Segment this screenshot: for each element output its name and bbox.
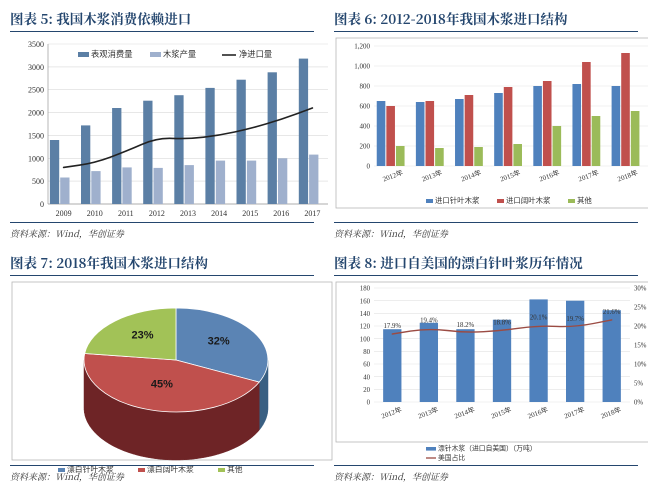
svg-text:1,000: 1,000: [354, 63, 370, 71]
svg-text:23%: 23%: [131, 329, 153, 341]
svg-text:2013年: 2013年: [417, 404, 440, 420]
svg-text:1,200: 1,200: [354, 43, 370, 51]
svg-text:2018年: 2018年: [616, 168, 639, 184]
svg-text:1000: 1000: [28, 154, 44, 163]
svg-text:20.1%: 20.1%: [530, 314, 548, 321]
svg-text:2016年: 2016年: [538, 168, 561, 184]
svg-text:净进口量: 净进口量: [239, 49, 272, 59]
svg-text:2018年: 2018年: [599, 404, 622, 420]
svg-text:32%: 32%: [208, 335, 230, 347]
svg-text:400: 400: [360, 123, 371, 131]
svg-text:19.7%: 19.7%: [566, 316, 584, 323]
svg-text:其他: 其他: [577, 196, 592, 205]
svg-text:200: 200: [360, 143, 371, 151]
svg-text:2012年: 2012年: [381, 168, 404, 184]
svg-text:140: 140: [360, 310, 371, 317]
svg-text:160: 160: [360, 298, 371, 305]
svg-text:500: 500: [32, 177, 44, 186]
svg-text:2012: 2012: [149, 209, 165, 218]
svg-text:0%: 0%: [634, 399, 643, 406]
svg-text:进口针叶木浆: 进口针叶木浆: [435, 196, 480, 205]
svg-text:2013: 2013: [180, 209, 196, 218]
svg-text:80: 80: [363, 348, 370, 355]
svg-text:2017年: 2017年: [577, 168, 600, 184]
svg-text:15%: 15%: [634, 342, 647, 349]
svg-text:180: 180: [360, 285, 371, 292]
svg-text:2014年: 2014年: [460, 168, 483, 184]
svg-text:5%: 5%: [634, 380, 643, 387]
svg-text:0: 0: [367, 163, 371, 171]
svg-text:10%: 10%: [634, 361, 647, 368]
svg-text:2014年: 2014年: [453, 404, 476, 420]
svg-text:2500: 2500: [28, 86, 44, 95]
svg-text:60: 60: [363, 361, 370, 368]
svg-text:2009: 2009: [56, 209, 72, 218]
svg-text:20%: 20%: [634, 323, 647, 330]
svg-text:1500: 1500: [28, 131, 44, 140]
svg-text:0: 0: [367, 399, 371, 406]
svg-text:45%: 45%: [151, 378, 173, 390]
svg-text:2000: 2000: [28, 109, 44, 118]
svg-text:40: 40: [363, 374, 370, 381]
svg-text:30%: 30%: [634, 285, 647, 292]
svg-text:2013年: 2013年: [420, 168, 443, 184]
svg-text:0: 0: [40, 200, 44, 209]
svg-text:3500: 3500: [28, 40, 44, 49]
svg-text:18.8%: 18.8%: [493, 319, 511, 326]
svg-text:800: 800: [360, 83, 371, 91]
svg-text:120: 120: [360, 323, 371, 330]
svg-text:21.6%: 21.6%: [603, 308, 621, 315]
svg-text:表观消费量: 表观消费量: [91, 49, 133, 59]
svg-text:2014: 2014: [211, 209, 227, 218]
svg-text:19.4%: 19.4%: [420, 317, 438, 324]
svg-text:2017年: 2017年: [563, 404, 586, 420]
svg-text:进口阔叶木浆: 进口阔叶木浆: [506, 196, 551, 205]
svg-text:2015年: 2015年: [490, 404, 513, 420]
svg-text:3000: 3000: [28, 63, 44, 72]
svg-text:漂针木浆（进口自美国）（万吨）: 漂针木浆（进口自美国）（万吨）: [438, 443, 537, 452]
svg-text:2015: 2015: [242, 209, 258, 218]
svg-text:2012年: 2012年: [380, 404, 403, 420]
svg-text:18.2%: 18.2%: [457, 321, 475, 328]
svg-text:25%: 25%: [634, 304, 647, 311]
svg-text:100: 100: [360, 336, 371, 343]
svg-text:2010: 2010: [87, 209, 103, 218]
svg-text:2011: 2011: [118, 209, 134, 218]
svg-text:美国占比: 美国占比: [438, 453, 465, 462]
svg-text:600: 600: [360, 103, 371, 111]
svg-text:2016年: 2016年: [526, 404, 549, 420]
svg-text:20: 20: [363, 386, 370, 393]
svg-text:17.9%: 17.9%: [384, 323, 402, 330]
svg-text:2015年: 2015年: [499, 168, 522, 184]
svg-text:2017: 2017: [304, 209, 320, 218]
svg-text:2016: 2016: [273, 209, 289, 218]
svg-text:木浆产量: 木浆产量: [163, 49, 196, 59]
